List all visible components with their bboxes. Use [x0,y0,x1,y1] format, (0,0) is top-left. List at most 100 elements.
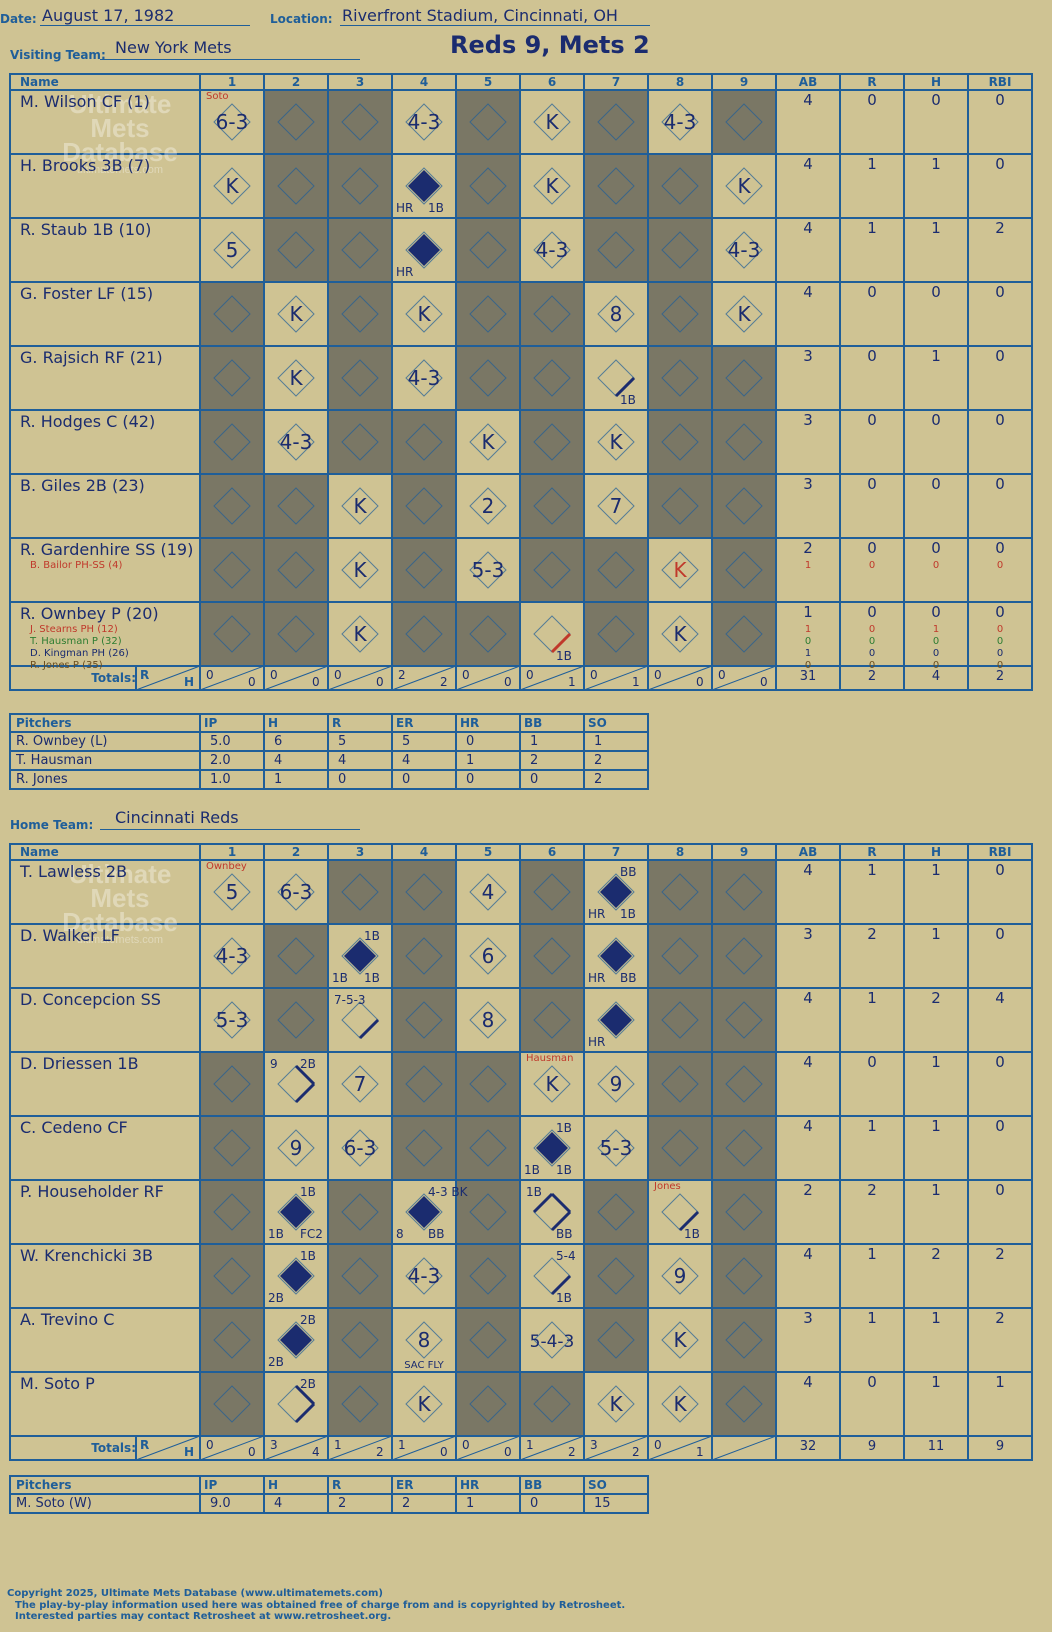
base-diamond [661,1129,699,1167]
play-result: 9 [290,1136,303,1160]
inning-totals-divider [519,665,585,691]
play-result: K [545,174,559,198]
visitor-batter-stat: 0 [867,411,877,429]
home-inning-hits: 0 [248,1445,256,1459]
base-diamond [661,873,699,911]
home-batter-name: A. Trevino C [20,1310,115,1329]
visitor-batter-stat: 4 [803,91,813,109]
inning-totals-divider [327,665,393,691]
base-label: BB [620,971,636,985]
home-batter-stat: 1 [931,1373,941,1391]
base-diamond [533,1129,571,1167]
shaded-cell [584,154,648,218]
home-batter-stat: 4 [803,989,813,1007]
shaded-cell [584,90,648,154]
visitor-inning-hits: 0 [376,675,384,689]
base-diamond [405,1257,443,1295]
base-label: 1B [268,1227,284,1241]
shaded-cell [520,346,584,410]
shaded-cell [328,1244,392,1308]
base-diamond [597,1065,635,1103]
play-result: K [545,110,559,134]
base-diamond [725,873,763,911]
base-diamond [661,1001,699,1039]
play-result: 7 [610,494,623,518]
base-diamond [725,1321,763,1359]
shaded-cell [392,924,456,988]
shaded-cell [584,1308,648,1372]
shaded-cell [456,282,520,346]
base-label: 1B [364,971,380,985]
base-diamond [661,103,699,141]
home-batter-stat: 1 [867,1309,877,1327]
shaded-cell [712,1116,776,1180]
play-result: K [417,302,431,326]
shaded-cell [328,1372,392,1436]
visitor-inning-header: 2 [291,75,301,89]
shaded-cell [392,410,456,474]
shaded-cell [520,538,584,602]
shaded-cell [328,1308,392,1372]
run-scored-diamond [600,1004,632,1036]
visitor-batter-stat: 0 [995,91,1005,109]
visitor-substitute-stat: 0 [932,660,940,671]
base-diamond [213,167,251,205]
base-diamond [533,873,571,911]
home-inning-header: 1 [227,845,237,859]
base-diamond [213,615,251,653]
play-result: 5-3 [472,558,505,582]
base-diamond [725,231,763,269]
home-hits-key: H [184,1445,195,1459]
home-batter-stat: 4 [803,1053,813,1071]
visitor-pitcher-stat: 2 [530,753,539,768]
play-result: 5-3 [600,1136,633,1160]
home-game-total: 11 [927,1439,945,1454]
visitor-batter-stat: 2 [803,539,813,557]
home-stat-header: H [930,845,942,859]
home-runs-key: R [140,1438,150,1452]
visitor-inning-hits: 1 [632,675,640,689]
visitor-pitcher-stat: 0 [402,772,411,787]
base-diamond [341,103,379,141]
base-diamond [469,873,507,911]
base-diamond [341,1193,379,1231]
base-diamond [469,551,507,589]
base-diamond [469,1065,507,1103]
visitor-pitching-header: ER [396,716,414,730]
home-pitching-header: Pitchers [16,1478,72,1492]
shaded-cell [456,1180,520,1244]
base-diamond [597,551,635,589]
shaded-cell [328,410,392,474]
visitor-batter-stat: 3 [803,475,813,493]
home-game-total: 9 [995,1439,1005,1454]
shaded-cell [648,988,712,1052]
visitor-substitute-stat: 0 [996,624,1004,635]
base-diamond [597,615,635,653]
game-headline: Reds 9, Mets 2 [450,31,650,59]
pitcher-change-note: Jones [653,1181,681,1192]
retrosheet-credit: The play-by-play information used here w… [15,1600,626,1611]
base-diamond [213,487,251,525]
base-diamond [533,551,571,589]
home-inning-header: 9 [739,845,749,859]
base-diamond [597,167,635,205]
shaded-cell [328,282,392,346]
visitor-pitching-header: BB [524,716,543,730]
base-diamond [469,1321,507,1359]
shaded-cell [392,538,456,602]
home-inning-runs: 1 [398,1438,406,1452]
copyright-text: Copyright 2025, Ultimate Mets Database (… [7,1588,383,1599]
shaded-cell [520,410,584,474]
basepath-line [294,1384,316,1406]
shaded-cell [648,410,712,474]
visitor-batter-stat: 0 [867,603,877,621]
shaded-cell [328,154,392,218]
base-diamond [213,1385,251,1423]
play-result: 4-3 [408,110,441,134]
base-diamond [725,551,763,589]
home-name-header: Name [20,845,59,859]
play-result: K [673,622,687,646]
visitor-substitute-name: T. Hausman P (32) [30,636,122,647]
home-inning-header: 7 [611,845,621,859]
play-result: K [289,366,303,390]
